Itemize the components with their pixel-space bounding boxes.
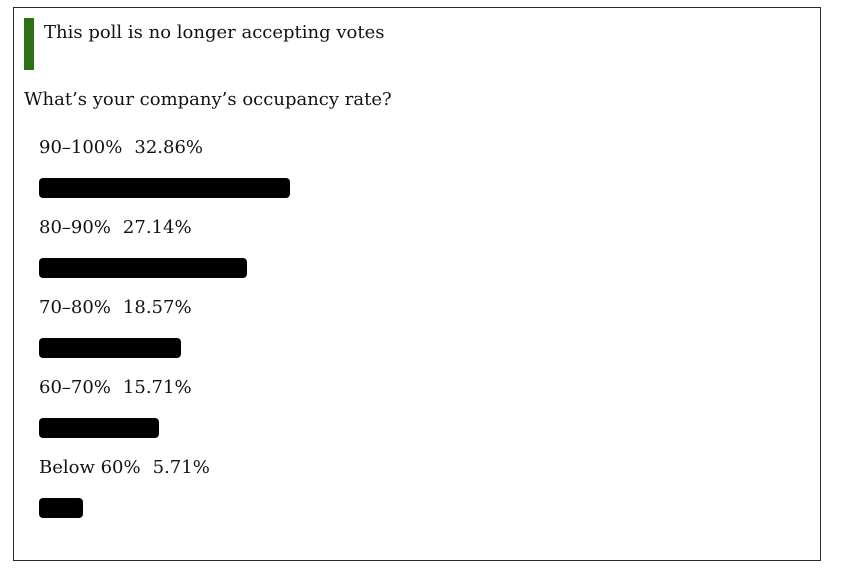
option-label: 60–70% [39, 377, 111, 398]
option-result-bar [39, 418, 159, 438]
poll-question: What’s your company’s occupancy rate? [24, 89, 392, 110]
option-percent: 27.14% [122, 217, 192, 238]
poll-card: This poll is no longer accepting votes W… [13, 7, 821, 561]
poll-closed-text: This poll is no longer accepting votes [44, 22, 385, 43]
poll-option: 90–100% 32.86% [39, 136, 799, 216]
poll-option: 80–90% 27.14% [39, 216, 799, 296]
notice-accent-bar [24, 18, 34, 70]
option-percent: 5.71% [152, 457, 210, 478]
option-percent: 32.86% [134, 137, 204, 158]
option-result-bar [39, 338, 181, 358]
option-result-bar [39, 178, 290, 198]
option-result-bar [39, 258, 247, 278]
poll-option: 70–80% 18.57% [39, 296, 799, 376]
option-result-bar [39, 498, 83, 518]
option-label: 70–80% [39, 297, 111, 318]
poll-option: 60–70% 15.71% [39, 376, 799, 456]
option-label: 90–100% [39, 137, 123, 158]
poll-option: Below 60% 5.71% [39, 456, 799, 536]
option-label: 80–90% [39, 217, 111, 238]
option-percent: 15.71% [122, 377, 192, 398]
poll-options: 90–100% 32.86% 80–90% 27.14% 70–80% 18.57% … [39, 136, 799, 536]
poll-closed-notice: This poll is no longer accepting votes [24, 18, 385, 70]
option-label: Below 60% [39, 457, 141, 478]
option-percent: 18.57% [122, 297, 192, 318]
